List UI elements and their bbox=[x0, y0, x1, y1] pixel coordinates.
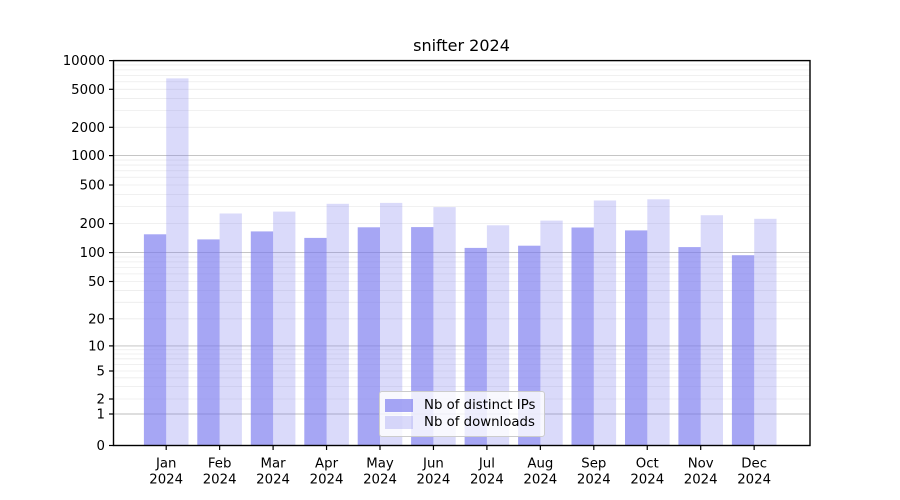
x-tick-label-year: 2024 bbox=[523, 473, 557, 488]
x-tick-label-month: May bbox=[366, 457, 394, 472]
bar-downloads-apr bbox=[326, 203, 349, 446]
x-tick-label-year: 2024 bbox=[630, 473, 664, 488]
bar-downloads-aug bbox=[540, 220, 563, 446]
legend-swatch-downloads bbox=[385, 416, 413, 430]
x-tick-label-year: 2024 bbox=[149, 473, 183, 488]
x-tick-label-year: 2024 bbox=[577, 473, 611, 488]
bar-downloads-jul bbox=[486, 225, 510, 446]
y-tick-label: 100 bbox=[80, 246, 105, 261]
legend-item-downloads: Nb of downloads bbox=[385, 415, 539, 430]
bar-downloads-may bbox=[380, 202, 403, 446]
bar-ips-dec bbox=[731, 255, 755, 446]
y-tick-label: 10000 bbox=[63, 54, 105, 69]
bar-downloads-feb bbox=[219, 213, 242, 446]
x-tick-label-year: 2024 bbox=[256, 473, 290, 488]
x-tick-label-year: 2024 bbox=[203, 473, 237, 488]
x-tick-label-year: 2024 bbox=[310, 473, 344, 488]
bar-ips-nov bbox=[678, 247, 701, 446]
chart-legend: Nb of distinct IPs Nb of downloads bbox=[379, 391, 545, 437]
bar-ips-mar bbox=[250, 231, 274, 446]
bar-downloads-dec bbox=[754, 218, 777, 446]
bar-downloads-jan bbox=[166, 78, 189, 446]
x-tick-label-month: Nov bbox=[688, 457, 714, 472]
y-tick-label: 1 bbox=[97, 408, 105, 423]
x-tick-label-month: Oct bbox=[636, 457, 659, 472]
x-tick-label-year: 2024 bbox=[363, 473, 397, 488]
y-tick-label: 200 bbox=[80, 217, 105, 232]
y-tick-label: 50 bbox=[88, 275, 105, 290]
chart-title: snifter 2024 bbox=[413, 36, 510, 55]
bar-downloads-nov bbox=[700, 215, 723, 446]
y-tick-label: 2 bbox=[97, 393, 105, 408]
bar-ips-feb bbox=[197, 239, 220, 446]
legend-swatch-distinct-ips bbox=[385, 398, 413, 412]
x-tick-label-month: Aug bbox=[527, 457, 553, 472]
bar-ips-may bbox=[357, 227, 380, 446]
y-tick-label: 5 bbox=[97, 365, 105, 380]
x-tick-label-month: Jan bbox=[155, 457, 177, 472]
bar-ips-jun bbox=[411, 227, 434, 446]
x-tick-label-month: Apr bbox=[315, 457, 339, 472]
legend-label-downloads: Nb of downloads bbox=[424, 415, 535, 431]
bar-downloads-oct bbox=[647, 199, 670, 446]
bar-downloads-jun bbox=[433, 207, 456, 446]
y-tick-label: 20 bbox=[88, 312, 105, 327]
x-tick-label-year: 2024 bbox=[684, 473, 718, 488]
legend-label-distinct-ips: Nb of distinct IPs bbox=[424, 397, 536, 413]
x-tick-label-year: 2024 bbox=[470, 473, 504, 488]
legend-item-distinct-ips: Nb of distinct IPs bbox=[385, 398, 539, 413]
bar-downloads-sep bbox=[593, 200, 617, 446]
x-tick-label-month: Mar bbox=[261, 457, 287, 472]
x-tick-label-month: Jun bbox=[422, 457, 444, 472]
y-tick-label: 0 bbox=[97, 439, 105, 454]
bar-ips-oct bbox=[625, 230, 648, 446]
x-tick-label-month: Jul bbox=[478, 457, 495, 472]
x-tick-label-month: Sep bbox=[581, 457, 606, 472]
x-tick-label-month: Feb bbox=[208, 457, 232, 472]
bar-downloads-mar bbox=[273, 211, 296, 446]
x-tick-label-month: Dec bbox=[741, 457, 767, 472]
y-tick-label: 2000 bbox=[71, 121, 105, 136]
y-tick-label: 10 bbox=[88, 340, 105, 355]
x-tick-label-year: 2024 bbox=[417, 473, 451, 488]
bar-ips-apr bbox=[304, 237, 327, 446]
bar-ips-jan bbox=[143, 234, 167, 446]
y-tick-label: 5000 bbox=[71, 83, 105, 98]
bar-ips-sep bbox=[571, 227, 594, 446]
y-tick-label: 500 bbox=[80, 179, 105, 194]
x-tick-label-year: 2024 bbox=[737, 473, 771, 488]
y-tick-label: 1000 bbox=[71, 149, 105, 164]
